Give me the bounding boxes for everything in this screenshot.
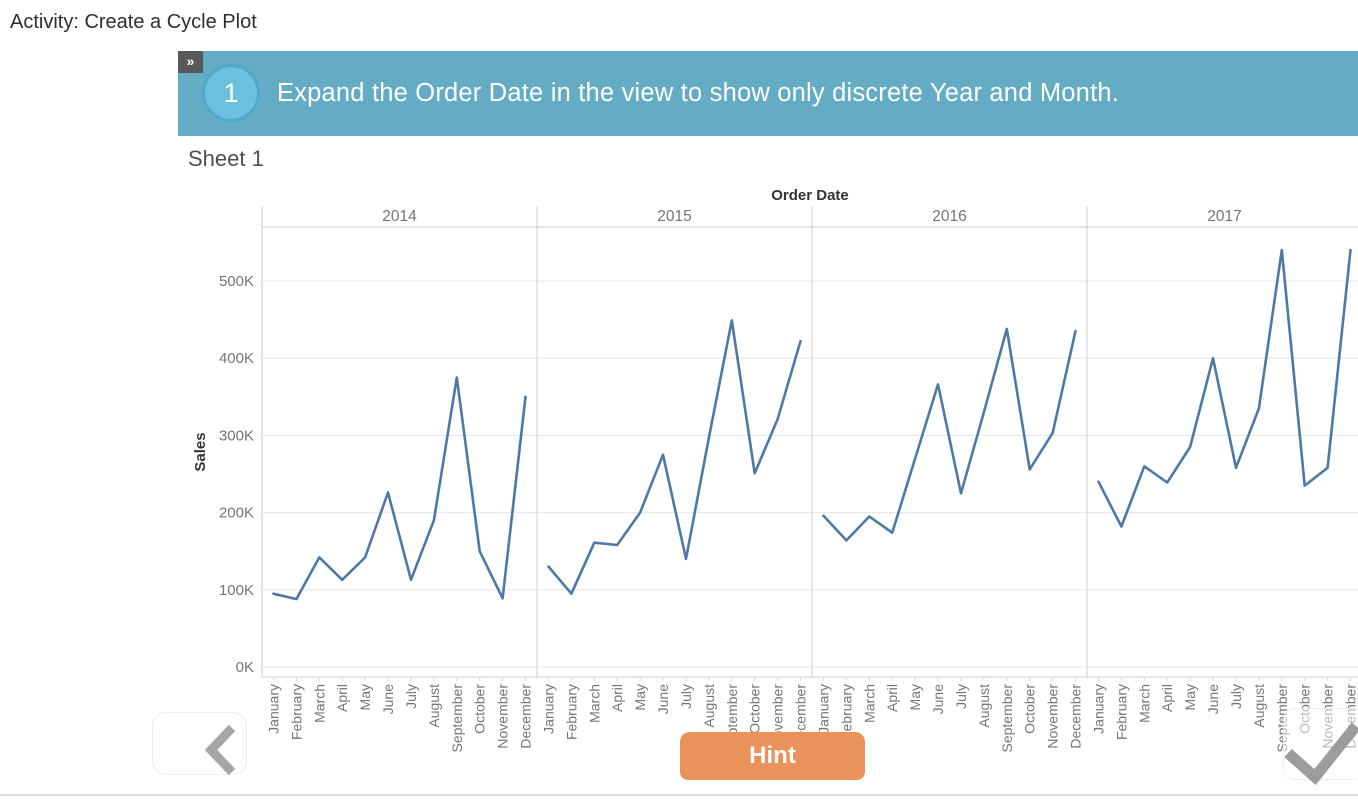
month-label: May <box>1182 684 1198 710</box>
month-label: February <box>288 684 304 740</box>
month-label: June <box>655 684 671 715</box>
month-label: March <box>311 684 327 723</box>
month-label: July <box>678 684 694 709</box>
month-label: February <box>563 684 579 740</box>
month-label: July <box>953 684 969 709</box>
month-label: January <box>540 684 556 734</box>
series-line-2015 <box>547 319 802 596</box>
month-label: October <box>747 684 763 734</box>
month-label: October <box>472 684 488 734</box>
chevron-left-icon <box>204 724 236 776</box>
month-label: January <box>265 684 281 734</box>
month-label: August <box>976 684 992 728</box>
month-label: September <box>999 684 1015 753</box>
month-label: August <box>426 684 442 728</box>
month-label: October <box>1022 684 1038 734</box>
step-instruction-text: Expand the Order Date in the view to sho… <box>277 79 1120 107</box>
bottom-divider <box>0 794 1358 796</box>
month-label: December <box>1068 684 1084 749</box>
step-instruction-banner: » 1 Expand the Order Date in the view to… <box>178 51 1358 136</box>
month-label: November <box>1045 684 1061 749</box>
column-field-label: Order Date <box>771 187 849 204</box>
panel-year-label: 2014 <box>382 208 417 225</box>
month-label: March <box>1136 684 1152 723</box>
previous-step-button[interactable] <box>152 712 247 776</box>
month-label: June <box>1205 684 1221 715</box>
month-label: June <box>380 684 396 715</box>
month-label: February <box>1113 684 1129 740</box>
month-label: April <box>884 684 900 712</box>
month-label: July <box>1228 684 1244 709</box>
month-label: May <box>907 684 923 710</box>
month-label: March <box>586 684 602 723</box>
month-label: August <box>701 684 717 728</box>
series-line-2014 <box>272 376 527 601</box>
y-tick-label: 300K <box>219 427 254 444</box>
hint-button[interactable]: Hint <box>680 732 865 780</box>
y-tick-label: 0K <box>236 659 254 676</box>
next-step-button[interactable] <box>1275 705 1358 785</box>
y-tick-label: 500K <box>219 273 254 290</box>
y-axis-title: Sales <box>192 432 209 471</box>
month-label: May <box>632 684 648 710</box>
collapse-panel-icon[interactable]: » <box>178 51 203 73</box>
month-label: December <box>518 684 534 749</box>
series-line-2016 <box>822 327 1077 542</box>
check-icon <box>1284 722 1358 785</box>
month-label: May <box>357 684 373 710</box>
y-tick-label: 100K <box>219 582 254 599</box>
panel-year-label: 2017 <box>1207 208 1241 225</box>
month-label: March <box>861 684 877 723</box>
step-number-badge: 1 <box>202 64 260 122</box>
month-label: June <box>930 684 946 715</box>
y-tick-label: 200K <box>219 505 254 522</box>
month-label: September <box>449 684 465 753</box>
month-label: February <box>838 684 854 740</box>
panel-year-label: 2015 <box>657 208 691 225</box>
month-label: January <box>1090 684 1106 734</box>
sheet-title: Sheet 1 <box>188 146 264 171</box>
month-label: April <box>334 684 350 712</box>
series-line-2017 <box>1097 248 1352 528</box>
month-label: April <box>1159 684 1175 712</box>
panel-year-label: 2016 <box>932 208 966 225</box>
page-title: Activity: Create a Cycle Plot <box>10 11 257 33</box>
month-label: July <box>403 684 419 709</box>
month-label: August <box>1251 684 1267 728</box>
y-tick-label: 400K <box>219 350 254 367</box>
month-label: November <box>495 684 511 749</box>
month-label: January <box>815 684 831 734</box>
month-label: April <box>609 684 625 712</box>
